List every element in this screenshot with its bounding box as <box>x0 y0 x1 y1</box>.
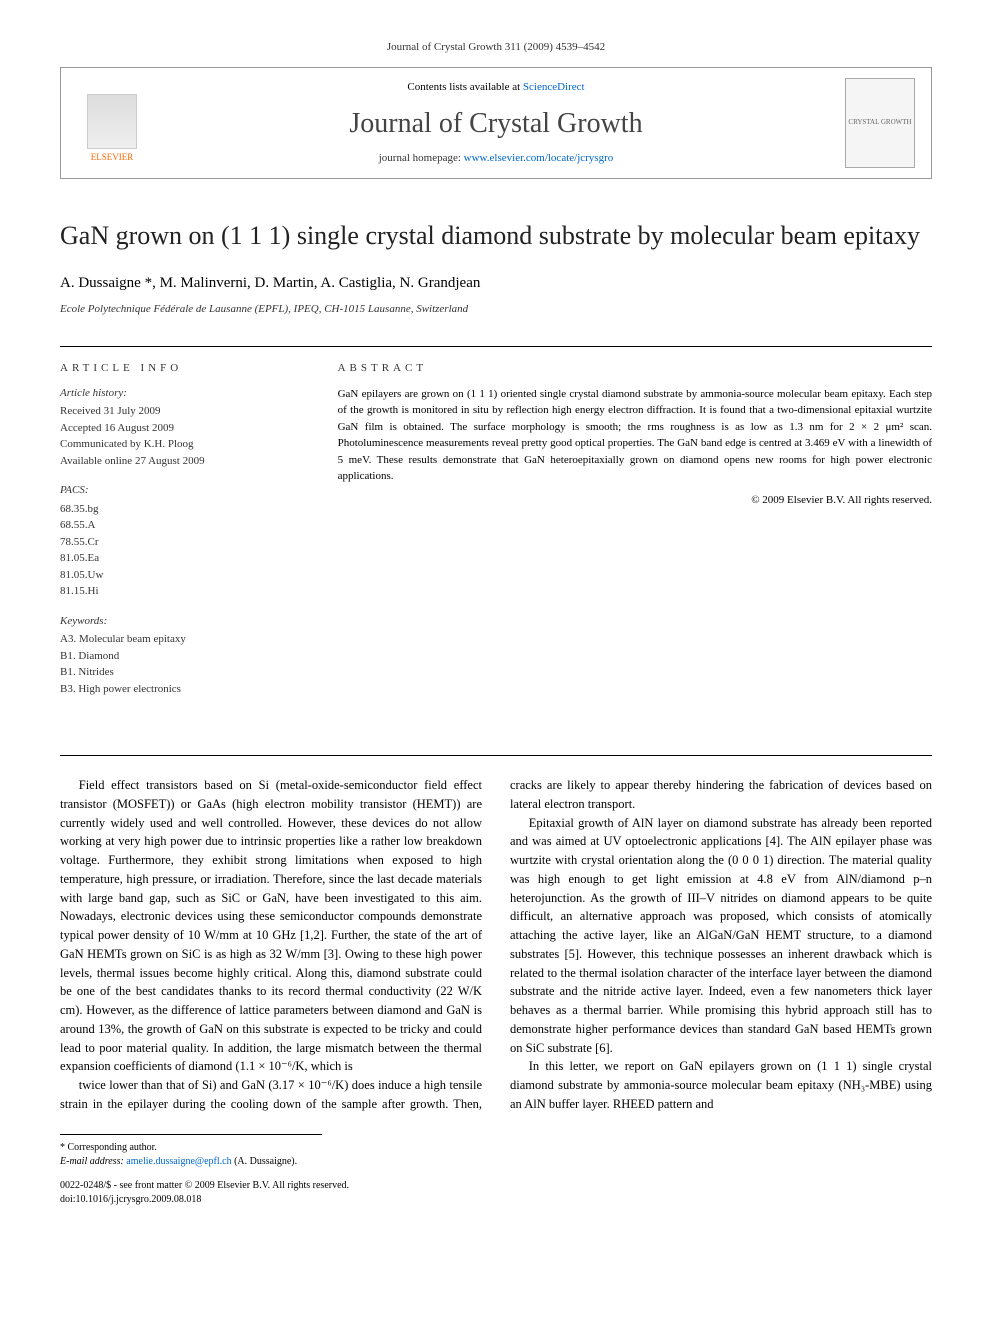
pacs-code: 81.05.Uw <box>60 567 306 584</box>
keyword: B1. Diamond <box>60 648 306 665</box>
email-footnote: E-mail address: amelie.dussaigne@epfl.ch… <box>60 1155 932 1169</box>
contents-prefix: Contents lists available at <box>407 81 522 93</box>
pacs-code: 68.35.bg <box>60 501 306 518</box>
article-info-label: ARTICLE INFO <box>60 361 306 376</box>
body-paragraph: Field effect transistors based on Si (me… <box>60 776 482 1076</box>
keywords-heading: Keywords: <box>60 614 306 629</box>
history-heading: Article history: <box>60 386 306 401</box>
authors: A. Dussaigne *, M. Malinverni, D. Martin… <box>60 273 932 294</box>
homepage-prefix: journal homepage: <box>379 152 464 164</box>
abstract-copyright: © 2009 Elsevier B.V. All rights reserved… <box>338 493 932 508</box>
keyword: B1. Nitrides <box>60 664 306 681</box>
history-line: Communicated by K.H. Ploog <box>60 436 306 453</box>
journal-reference: Journal of Crystal Growth 311 (2009) 453… <box>60 40 932 55</box>
keyword: B3. High power electronics <box>60 681 306 698</box>
front-matter-line: 0022-0248/$ - see front matter © 2009 El… <box>60 1179 932 1193</box>
elsevier-tree-icon <box>87 94 137 149</box>
abstract-label: ABSTRACT <box>338 361 932 376</box>
doi-line: doi:10.1016/j.jcrysgro.2009.08.018 <box>60 1193 932 1207</box>
corresponding-author-note: * Corresponding author. <box>60 1141 932 1155</box>
journal-cover-thumbnail: CRYSTAL GROWTH <box>845 78 915 168</box>
body-paragraph: In this letter, we report on GaN epilaye… <box>510 1057 932 1113</box>
section-divider <box>60 755 932 756</box>
abstract-column: ABSTRACT GaN epilayers are grown on (1 1… <box>322 347 932 726</box>
article-title: GaN grown on (1 1 1) single crystal diam… <box>60 219 932 253</box>
elsevier-logo: ELSEVIER <box>77 83 147 163</box>
history-line: Accepted 16 August 2009 <box>60 420 306 437</box>
article-body: Field effect transistors based on Si (me… <box>60 776 932 1114</box>
history-line: Received 31 July 2009 <box>60 403 306 420</box>
cover-label: CRYSTAL GROWTH <box>848 118 911 128</box>
journal-header: ELSEVIER Contents lists available at Sci… <box>60 67 932 179</box>
pacs-code: 78.55.Cr <box>60 534 306 551</box>
homepage-line: journal homepage: www.elsevier.com/locat… <box>167 151 825 166</box>
pacs-heading: PACS: <box>60 483 306 498</box>
pacs-code: 81.05.Ea <box>60 550 306 567</box>
body-paragraph: Epitaxial growth of AlN layer on diamond… <box>510 814 932 1058</box>
footnote-separator <box>60 1134 322 1135</box>
article-info-column: ARTICLE INFO Article history: Received 3… <box>60 347 322 726</box>
history-line: Available online 27 August 2009 <box>60 453 306 470</box>
sciencedirect-link[interactable]: ScienceDirect <box>523 81 585 93</box>
publisher-name: ELSEVIER <box>91 151 134 164</box>
email-label: E-mail address: <box>60 1156 126 1167</box>
abstract-text: GaN epilayers are grown on (1 1 1) orien… <box>338 386 932 485</box>
doi-block: 0022-0248/$ - see front matter © 2009 El… <box>60 1179 932 1207</box>
email-suffix: (A. Dussaigne). <box>232 1156 298 1167</box>
contents-line: Contents lists available at ScienceDirec… <box>167 80 825 95</box>
affiliation: Ecole Polytechnique Fédérale de Lausanne… <box>60 302 932 317</box>
author-email-link[interactable]: amelie.dussaigne@epfl.ch <box>126 1156 231 1167</box>
pacs-code: 81.15.Hi <box>60 583 306 600</box>
journal-name: Journal of Crystal Growth <box>167 104 825 143</box>
pacs-code: 68.55.A <box>60 517 306 534</box>
homepage-link[interactable]: www.elsevier.com/locate/jcrysgro <box>464 152 614 164</box>
keyword: A3. Molecular beam epitaxy <box>60 631 306 648</box>
